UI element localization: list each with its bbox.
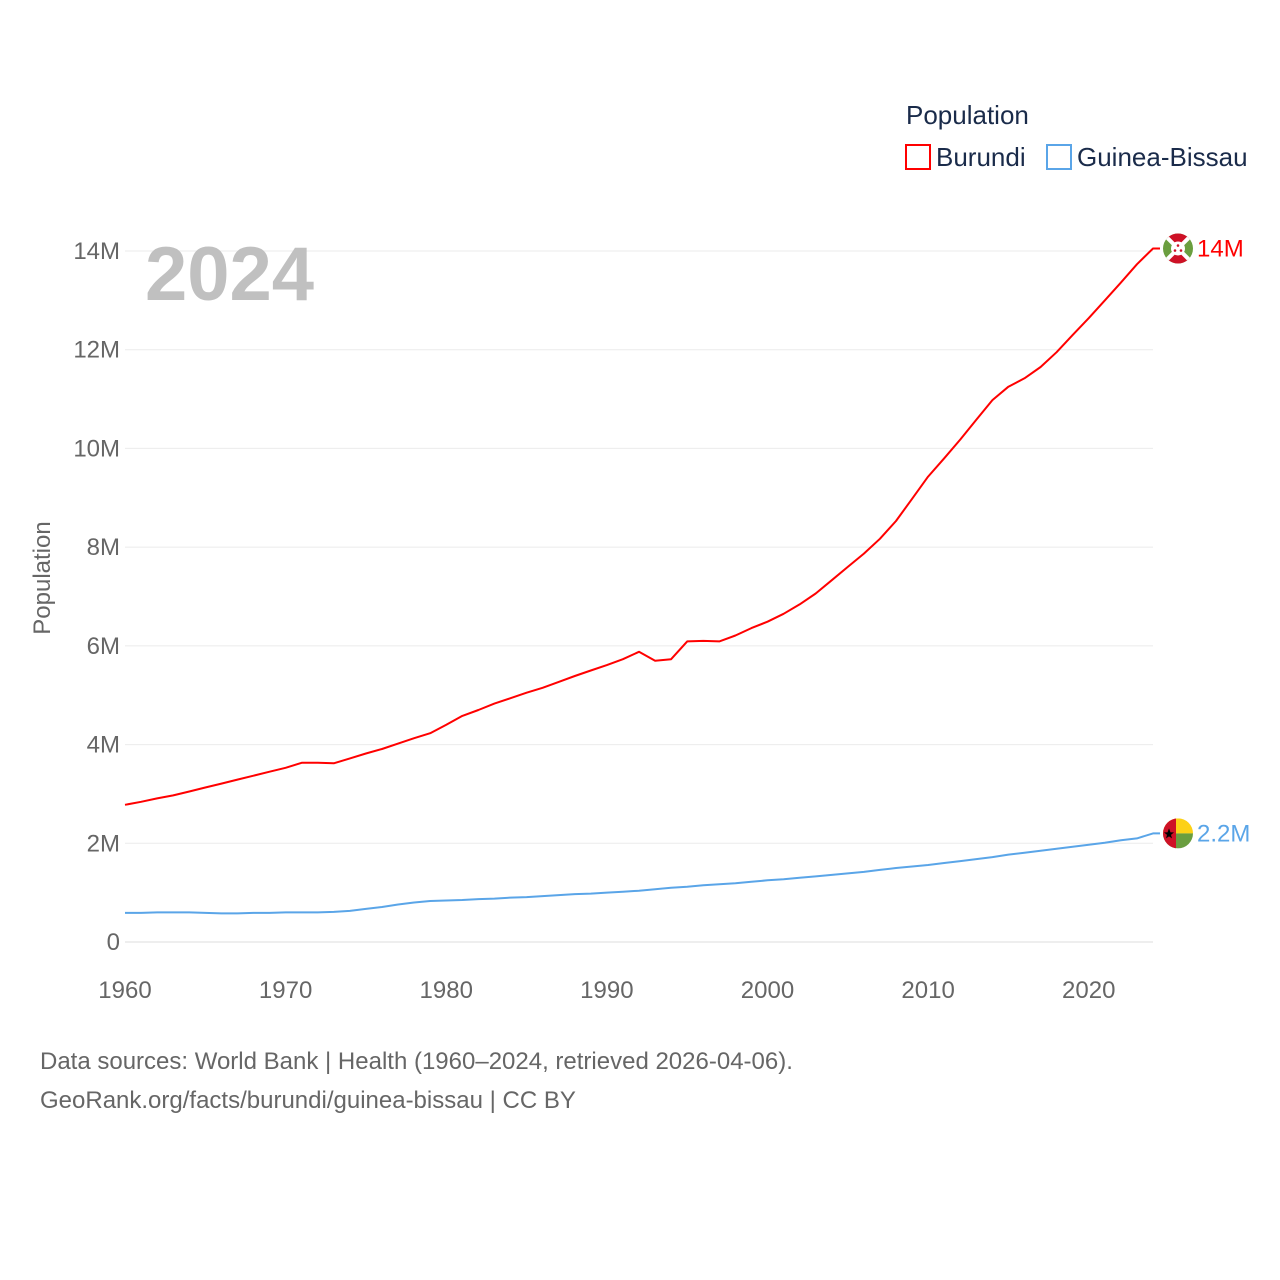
x-tick-label: 2010 bbox=[901, 977, 954, 1004]
x-tick-label: 1980 bbox=[420, 977, 473, 1004]
y-axis-ticks: 0 2M 4M 6M 8M 10M 12M 14M bbox=[73, 238, 120, 956]
x-axis-ticks: 1960 1970 1980 1990 2000 2010 2020 bbox=[98, 977, 1115, 1004]
series-line-guinea-bissau bbox=[125, 832, 1160, 915]
end-label-guinea-bissau: 2.2M bbox=[1197, 820, 1250, 847]
y-tick-label: 14M bbox=[73, 238, 120, 265]
y-tick-label: 0 bbox=[107, 929, 120, 956]
y-tick-label: 10M bbox=[73, 435, 120, 462]
y-tick-label: 2M bbox=[87, 830, 120, 857]
y-tick-label: 8M bbox=[87, 534, 120, 561]
y-axis-label: Population bbox=[29, 521, 56, 634]
x-tick-label: 2000 bbox=[741, 977, 794, 1004]
legend-title: Population bbox=[906, 100, 1029, 130]
y-tick-label: 4M bbox=[87, 732, 120, 759]
series-lines bbox=[124, 247, 1160, 915]
current-year-label: 2024 bbox=[145, 232, 314, 317]
legend-swatch-guinea-bissau bbox=[1046, 144, 1072, 170]
y-tick-label: 12M bbox=[73, 337, 120, 364]
x-tick-label: 1960 bbox=[98, 977, 151, 1004]
y-tick-label: 6M bbox=[87, 633, 120, 660]
burundi-flag-icon bbox=[1163, 233, 1193, 264]
legend-item-burundi[interactable]: Burundi bbox=[905, 142, 1026, 172]
x-tick-label: 1990 bbox=[580, 977, 633, 1004]
legend-item-guinea-bissau[interactable]: Guinea-Bissau bbox=[1046, 142, 1248, 172]
series-end-labels: 14M 2.2M bbox=[1163, 233, 1250, 849]
guinea-bissau-flag-icon bbox=[1163, 818, 1193, 849]
x-tick-label: 1970 bbox=[259, 977, 312, 1004]
end-label-burundi: 14M bbox=[1197, 236, 1244, 263]
gridlines bbox=[125, 250, 1153, 943]
source-line-2: GeoRank.org/facts/burundi/guinea-bissau … bbox=[40, 1087, 576, 1114]
series-line-burundi bbox=[124, 247, 1160, 806]
legend-swatch-burundi bbox=[905, 144, 931, 170]
x-tick-label: 2020 bbox=[1062, 977, 1115, 1004]
legend-label-burundi: Burundi bbox=[936, 142, 1026, 172]
legend-label-guinea-bissau: Guinea-Bissau bbox=[1077, 142, 1248, 172]
source-line-1: Data sources: World Bank | Health (1960–… bbox=[40, 1048, 793, 1075]
legend: Population Burundi Guinea-Bissau bbox=[905, 100, 1248, 172]
